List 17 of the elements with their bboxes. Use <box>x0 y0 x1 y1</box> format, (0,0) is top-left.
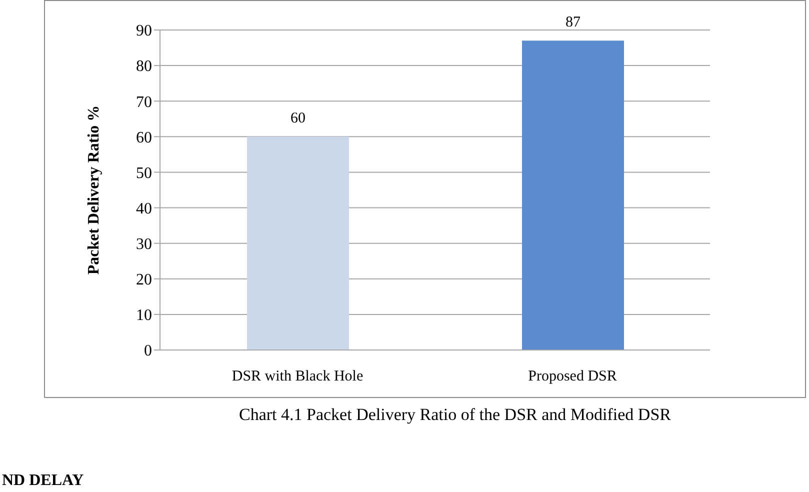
x-tick-label: Proposed DSR <box>528 368 617 385</box>
y-tick-label: 80 <box>136 58 152 76</box>
y-tick-label: 70 <box>136 94 152 111</box>
y-tick-label: 90 <box>136 22 152 40</box>
y-tick-label: 40 <box>136 200 152 218</box>
data-label: 60 <box>290 110 306 127</box>
y-tick-label: 20 <box>136 272 152 289</box>
x-tick-label: DSR with Black Hole <box>232 368 364 385</box>
caption: Chart 4.1 Packet Delivery Ratio of the DSR and Modified DSR <box>238 405 672 425</box>
data-label: 87 <box>566 14 581 31</box>
y-tick-label: 50 <box>136 164 152 182</box>
y-tick-label: 10 <box>136 307 152 324</box>
text: ND DELAY <box>2 472 84 490</box>
y-tick-label: 60 <box>136 129 152 146</box>
y-axis-title: Packet Delivery Ratio % <box>86 105 103 275</box>
y-tick-label: 30 <box>136 236 152 254</box>
y-tick-label: 0 <box>144 342 152 360</box>
